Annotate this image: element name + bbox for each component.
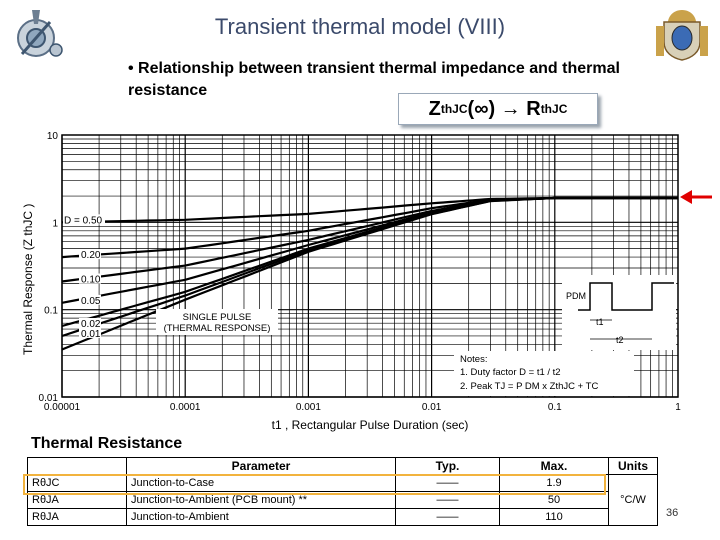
note-2: 2. Peak TJ = P DM x ZthJC + TC xyxy=(460,381,598,392)
chart-curves xyxy=(61,196,678,351)
x-tick-label: 0.1 xyxy=(548,402,562,413)
y-tick-label: 0.01 xyxy=(39,393,59,404)
y-tick-label: 1 xyxy=(52,218,58,229)
y-tick-label: 10 xyxy=(47,131,59,142)
thermal-response-chart: 0.01 0.1 1 10 0.00001 0.0001 0.001 0.01 0.1 1 D … xyxy=(21,131,712,432)
table-row: RθJA Junction-to-Ambient —— 110 xyxy=(27,508,658,526)
single-pulse-box xyxy=(156,309,278,335)
cell-parameter: Junction-to-Ambient xyxy=(126,508,396,526)
bullet-text: Relationship between transient thermal i… xyxy=(128,60,620,99)
t2-label: t2 xyxy=(616,335,624,345)
cell-typ: —— xyxy=(395,508,500,526)
pulse-waveform xyxy=(578,282,674,311)
curve-line xyxy=(61,196,678,283)
formula-arg: (∞) → xyxy=(467,97,527,120)
university-emblem-left-icon xyxy=(17,10,63,57)
plot-frame xyxy=(61,134,679,398)
pdm-label: PDM xyxy=(566,291,586,301)
x-tick-label: 1 xyxy=(675,402,681,413)
x-tick-label: 0.001 xyxy=(296,402,321,413)
bullet-icon: • xyxy=(128,60,139,77)
y-axis-label: Thermal Response (Z thJC ) xyxy=(21,204,35,355)
y-tick-label: 0.1 xyxy=(44,306,58,317)
cell-max: 110 xyxy=(499,508,609,526)
thermal-resistance-title: Thermal Resistance xyxy=(31,435,183,452)
curve-label: 0.01 xyxy=(81,329,101,340)
header-units: Units xyxy=(608,457,658,475)
curve-line xyxy=(61,196,678,259)
university-coat-of-arms-icon xyxy=(656,10,708,61)
notes-box xyxy=(454,351,634,396)
curve-line xyxy=(61,196,678,351)
x-tick-labels: 0.00001 0.0001 0.001 0.01 0.1 1 xyxy=(44,402,681,413)
cell-symbol: RθJA xyxy=(27,508,127,526)
note-1: 1. Duty factor D = t1 / t2 xyxy=(460,367,561,378)
curve-labels: D = 0.50 0.20 0.10 0.05 0.020.01 xyxy=(63,214,105,340)
formula-z: Z xyxy=(428,97,441,120)
table-row: RθJC Junction-to-Case —— 1.9 °C/W xyxy=(27,474,658,526)
cell-units: °C/W xyxy=(608,474,658,526)
y-tick-labels: 0.01 0.1 1 10 xyxy=(39,131,59,404)
formula-r-sub: thJC xyxy=(540,102,568,116)
highlight-box xyxy=(23,474,606,495)
curve-label-bg xyxy=(79,294,101,305)
curve-label: 0.05 xyxy=(81,296,101,307)
x-axis-label: t1 , Rectangular Pulse Duration (sec) xyxy=(272,418,469,432)
curve-label: 0.20 xyxy=(81,250,101,261)
header-typ: Typ. xyxy=(395,457,500,475)
curve-label-bg xyxy=(79,327,101,338)
formula-r: R xyxy=(526,97,541,120)
x-tick-label: 0.01 xyxy=(422,402,442,413)
red-arrow-icon xyxy=(680,190,712,204)
x-tick-label: 0.00001 xyxy=(44,402,81,413)
curve-label-bg xyxy=(79,318,101,329)
slide-title: Transient thermal model (VIII) xyxy=(214,14,506,39)
header-max: Max. xyxy=(499,457,609,475)
curve-label-bg xyxy=(79,249,101,260)
header-parameter: Parameter xyxy=(126,457,396,475)
header-symbol xyxy=(27,457,127,475)
curve-label: 0.10 xyxy=(81,275,101,286)
curve-label-bg xyxy=(79,273,101,284)
single-pulse-line2: (THERMAL RESPONSE) xyxy=(164,323,271,334)
bullet-point: • Relationship between transient thermal… xyxy=(128,58,648,102)
t1-label: t1 xyxy=(596,317,604,327)
pulse-diagram-bg xyxy=(562,275,676,350)
table-row: RθJA Junction-to-Ambient (PCB mount) ** … xyxy=(27,491,658,509)
single-pulse-line1: SINGLE PULSE xyxy=(183,312,252,323)
x-tick-label: 0.0001 xyxy=(170,402,201,413)
formula-z-sub: thJC xyxy=(440,102,468,116)
curve-label-bg xyxy=(63,214,105,225)
notes-title: Notes: xyxy=(460,354,487,365)
curve-label: D = 0.50 xyxy=(64,215,103,226)
table-header-row: Parameter Typ. Max. Units xyxy=(27,457,658,475)
curve-label: 0.02 xyxy=(81,319,101,330)
page-number: 36 xyxy=(666,507,679,519)
